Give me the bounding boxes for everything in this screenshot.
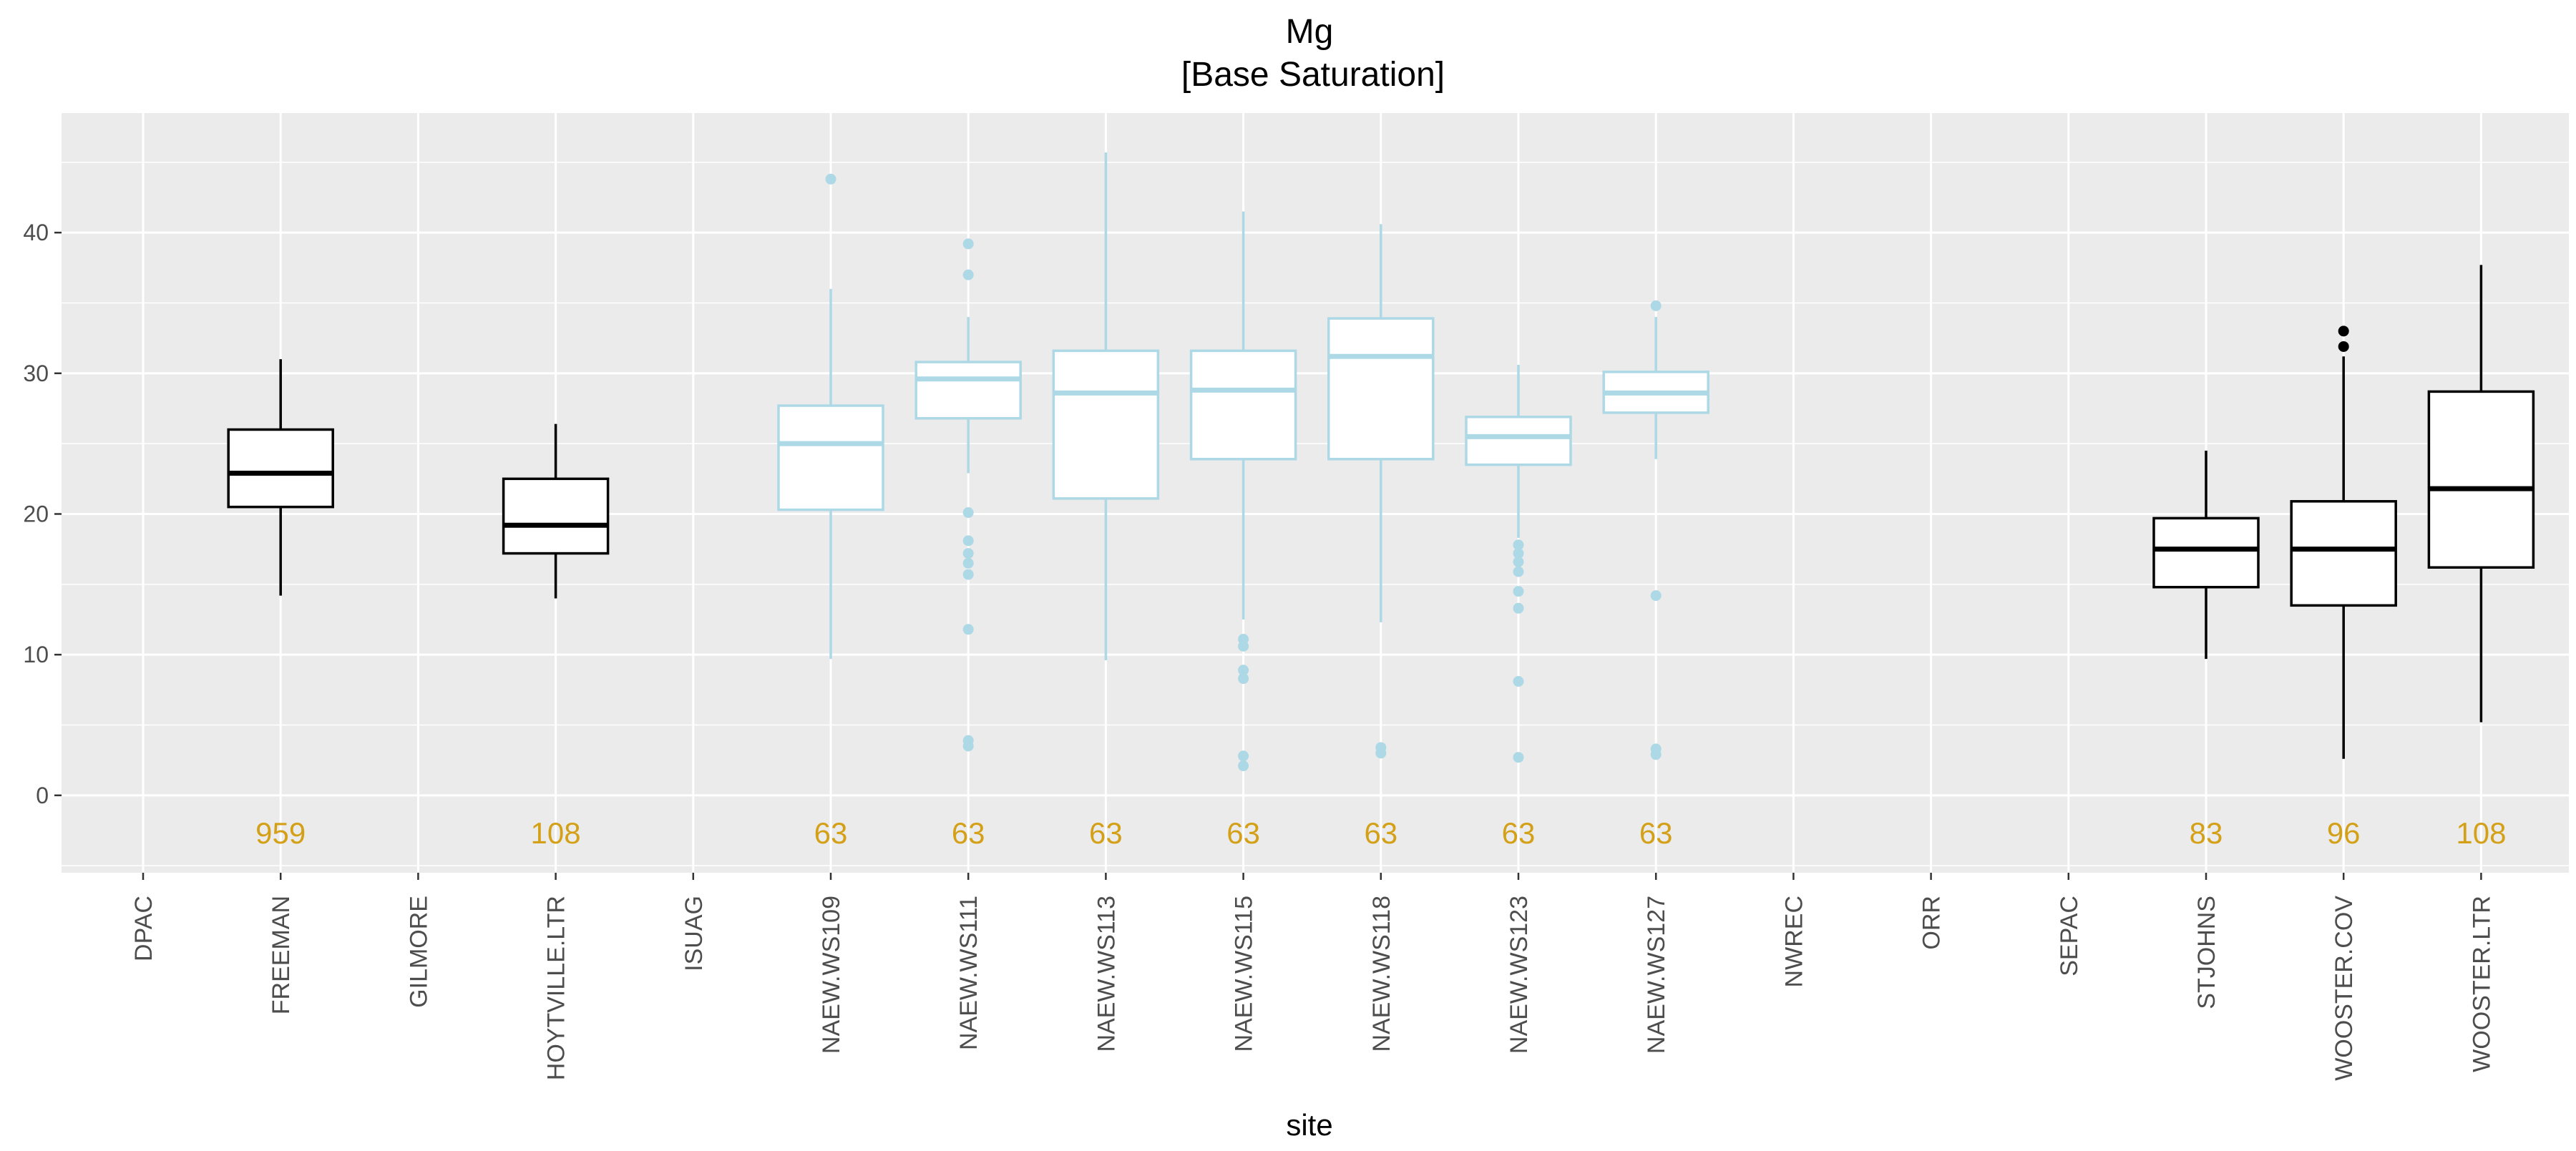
outlier-point xyxy=(1650,590,1662,602)
box-body xyxy=(1465,416,1572,466)
outlier-point xyxy=(1238,760,1249,772)
count-label-naew-ws118: 63 xyxy=(1364,816,1397,850)
box-body xyxy=(1327,317,1435,461)
box-stjohns xyxy=(2152,451,2260,660)
outlier-point xyxy=(2338,325,2349,337)
count-label-stjohns: 83 xyxy=(2190,816,2223,850)
box-body xyxy=(502,477,610,555)
outlier-point xyxy=(1238,640,1249,652)
x-tick-label-gilmore: GILMORE xyxy=(405,896,432,1008)
box-hoytville-ltr xyxy=(502,423,610,599)
box-body xyxy=(1189,349,1297,461)
x-tick-label-freeman: FREEMAN xyxy=(268,896,295,1014)
chart-title: Mg xyxy=(1286,13,1334,51)
x-tick-label-naew-ws123: NAEW.WS123 xyxy=(1506,896,1533,1054)
x-tick-label-naew-ws115: NAEW.WS115 xyxy=(1231,896,1258,1052)
outlier-point xyxy=(1238,750,1249,762)
outlier-point xyxy=(1513,586,1524,597)
count-label-naew-ws113: 63 xyxy=(1089,816,1123,850)
x-tick-label-naew-ws111: NAEW.WS111 xyxy=(955,896,982,1050)
box-naew-ws127 xyxy=(1602,300,1709,760)
outlier-point xyxy=(962,557,974,569)
outlier-point xyxy=(1375,748,1387,759)
x-tick-label-naew-ws113: NAEW.WS113 xyxy=(1093,896,1120,1052)
box-body xyxy=(1052,349,1160,500)
y-tick-label: 20 xyxy=(23,501,49,527)
outlier-point xyxy=(1513,548,1524,559)
y-tick-label: 30 xyxy=(23,361,49,386)
outlier-point xyxy=(2338,341,2349,352)
box-naew-ws109 xyxy=(777,173,884,660)
y-tick-label: 10 xyxy=(23,642,49,667)
outlier-point xyxy=(1513,539,1524,551)
x-tick-label-wooster-cov: WOOSTER.COV xyxy=(2331,896,2358,1081)
count-label-wooster-ltr: 108 xyxy=(2456,816,2506,850)
box-wooster-ltr xyxy=(2427,265,2535,723)
count-label-freeman: 959 xyxy=(255,816,306,850)
count-label-naew-ws111: 63 xyxy=(952,816,985,850)
x-tick-label-isuag: ISUAG xyxy=(680,896,708,971)
y-tick-label: 0 xyxy=(36,783,49,808)
count-labels: 959 108 63 63 63 63 63 63 63 83 96 108 xyxy=(255,816,2506,850)
count-label-naew-ws109: 63 xyxy=(814,816,848,850)
x-tick-label-wooster-ltr: WOOSTER.LTR xyxy=(2468,896,2495,1072)
x-tick-label-hoytville-ltr: HOYTVILLE.LTR xyxy=(543,896,570,1080)
box-naew-ws113 xyxy=(1052,152,1160,661)
box-wooster-cov xyxy=(2290,325,2397,759)
count-label-wooster-cov: 96 xyxy=(2327,816,2361,850)
plot-panel xyxy=(62,113,2569,873)
outlier-point xyxy=(962,507,974,519)
box-naew-ws111 xyxy=(914,238,1022,752)
box-freeman xyxy=(227,359,334,596)
outlier-point xyxy=(962,569,974,580)
box-naew-ws115 xyxy=(1189,211,1297,772)
outlier-point xyxy=(962,535,974,547)
box-body xyxy=(777,404,884,511)
outlier-point xyxy=(962,269,974,280)
x-tick-label-naew-ws109: NAEW.WS109 xyxy=(818,896,845,1054)
x-tick-label-orr: ORR xyxy=(1918,896,1946,950)
x-tick-label-naew-ws127: NAEW.WS127 xyxy=(1643,896,1670,1054)
x-axis-title: site xyxy=(1286,1108,1332,1142)
count-label-naew-ws123: 63 xyxy=(1502,816,1536,850)
chart-subtitle: [Base Saturation] xyxy=(1181,56,1445,94)
outlier-point xyxy=(1650,300,1662,311)
box-naew-ws123 xyxy=(1465,365,1572,763)
x-tick-label-dpac: DPAC xyxy=(130,896,157,961)
outlier-point xyxy=(1238,673,1249,685)
box-body xyxy=(914,361,1022,420)
outlier-point xyxy=(962,624,974,635)
x-tick-label-nwrec: NWREC xyxy=(1780,896,1807,987)
box-naew-ws118 xyxy=(1327,224,1435,759)
outlier-point xyxy=(962,238,974,250)
count-label-hoytville-ltr: 108 xyxy=(531,816,581,850)
axes: 0 10 20 30 40 DPAC FREEMAN GILMORE HOYTVILLE.LTR… xyxy=(23,220,2495,1081)
count-label-naew-ws115: 63 xyxy=(1226,816,1260,850)
outlier-point xyxy=(825,173,836,185)
x-tick-label-sepac: SEPAC xyxy=(2056,896,2083,976)
box-layer xyxy=(227,152,2535,772)
box-body xyxy=(2427,390,2535,569)
outlier-point xyxy=(1513,676,1524,687)
box-body xyxy=(2152,516,2260,589)
outlier-point xyxy=(1650,749,1662,760)
count-label-naew-ws127: 63 xyxy=(1639,816,1673,850)
outlier-point xyxy=(962,740,974,752)
outlier-point xyxy=(1513,602,1524,614)
outlier-point xyxy=(1513,752,1524,763)
x-tick-label-stjohns: STJOHNS xyxy=(2193,896,2220,1009)
outlier-point xyxy=(1513,556,1524,567)
outlier-point xyxy=(962,548,974,559)
y-tick-label: 40 xyxy=(23,220,49,245)
outlier-point xyxy=(1238,665,1249,676)
box-body xyxy=(2290,500,2397,607)
box-body xyxy=(227,428,334,509)
x-tick-label-naew-ws118: NAEW.WS118 xyxy=(1368,896,1395,1052)
outlier-point xyxy=(1513,566,1524,577)
